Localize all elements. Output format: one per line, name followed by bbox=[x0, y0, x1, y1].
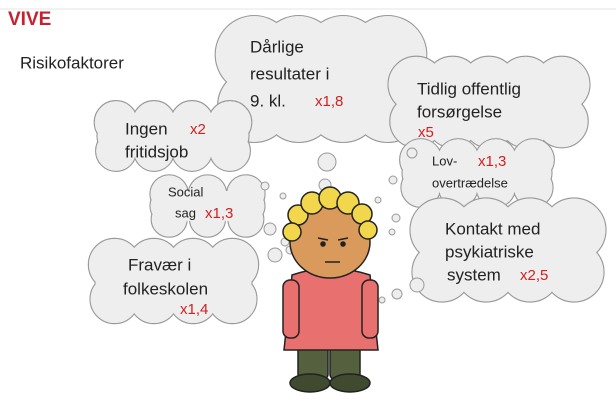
cloud: Kontakt med psykiatriske system x2,5 bbox=[410, 198, 606, 302]
cloud-text: Fravær i bbox=[128, 255, 191, 274]
cloud-text: Tidlig offentlig bbox=[417, 79, 521, 98]
cloud-text: overtrædelse bbox=[432, 175, 508, 190]
cloud-text: psykiatriske bbox=[445, 242, 534, 261]
cloud: Lov-overtrædelse x1,3 bbox=[400, 139, 555, 208]
cloud-text: system bbox=[447, 265, 501, 284]
slide: VIVE Risikofaktorer Dårlige resultater i 9… bbox=[0, 0, 616, 412]
cloud-text: forsørgelse bbox=[417, 102, 502, 121]
cloud-text: sag bbox=[175, 205, 196, 220]
cloud: Fravær i folkeskolen x1,4 bbox=[88, 238, 258, 323]
cloud-text: fritidsjob bbox=[125, 142, 188, 161]
logo: VIVE bbox=[8, 9, 51, 30]
slide-title: Risikofaktorer bbox=[20, 53, 124, 72]
cloud-text: folkeskolen bbox=[123, 279, 208, 298]
character bbox=[283, 187, 378, 392]
risk-factor: x1,3 bbox=[205, 205, 233, 222]
cloud-text: resultater i bbox=[250, 64, 329, 83]
cloud-text: Lov- bbox=[432, 153, 457, 168]
cloud: Social sag x1,3 bbox=[150, 175, 265, 237]
cloud-text: Ingen bbox=[125, 119, 168, 138]
cloud-text: Dårlige bbox=[250, 37, 304, 56]
risk-factor: x2 bbox=[190, 121, 206, 138]
cloud-text: 9. kl. bbox=[250, 91, 286, 110]
risk-factor: x1,8 bbox=[315, 93, 343, 110]
risk-factor: x1,3 bbox=[478, 153, 506, 170]
cloud-text: Kontakt med bbox=[445, 219, 540, 238]
risk-factor: x2,5 bbox=[520, 267, 548, 284]
risk-factor: x1,4 bbox=[180, 301, 208, 318]
cloud-text: Social bbox=[168, 184, 204, 199]
